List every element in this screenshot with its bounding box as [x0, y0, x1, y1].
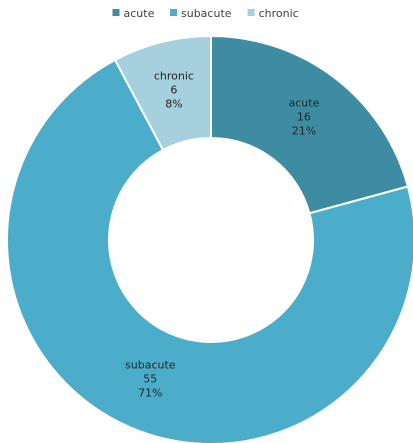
legend-swatch-chronic [247, 9, 255, 16]
legend-label-chronic: chronic [259, 7, 299, 20]
slice-label-acute: acute 16 21% [289, 96, 320, 137]
slice-chronic [113, 34, 212, 152]
chart-legend: acute subacute chronic [112, 7, 299, 20]
slice-acute [210, 34, 410, 215]
legend-label-acute: acute [124, 7, 155, 20]
legend-swatch-subacute [170, 9, 177, 16]
slice-subacute [6, 58, 413, 443]
slice-labels: acute 16 21% subacute 55 71% chronic 6 8% [125, 70, 320, 400]
legend-label-subacute: subacute [181, 7, 232, 20]
slice-label-chronic: chronic 6 8% [154, 70, 194, 111]
slice-label-subacute: subacute 55 71% [125, 358, 176, 399]
donut-slices [6, 34, 413, 443]
legend-swatch-acute [112, 9, 120, 16]
